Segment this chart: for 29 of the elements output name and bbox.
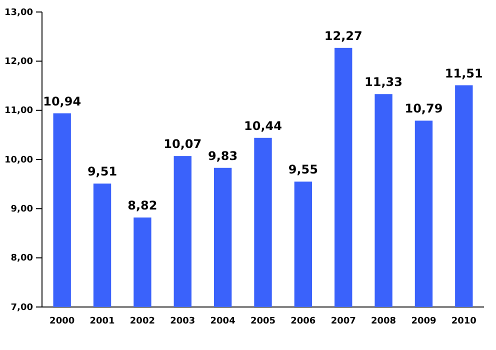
x-tick-label: 2005 <box>250 316 276 326</box>
data-label: 10,44 <box>244 118 282 133</box>
data-label: 11,33 <box>364 75 403 90</box>
data-label: 8,82 <box>128 198 158 213</box>
data-label: 9,55 <box>288 162 318 177</box>
data-label: 10,07 <box>164 137 202 152</box>
x-tick-label: 2007 <box>330 316 356 326</box>
y-tick-label: 7,00 <box>10 302 33 313</box>
x-tick-label: 2010 <box>451 316 476 326</box>
data-label: 9,83 <box>208 148 238 163</box>
data-label: 9,51 <box>87 164 118 179</box>
data-label: 10,94 <box>43 94 82 108</box>
data-label: 11,51 <box>444 66 483 80</box>
y-tick-label: 12,00 <box>4 57 33 68</box>
y-tick-label: 11,00 <box>4 106 33 116</box>
x-tick-label: 2001 <box>90 316 115 326</box>
y-tick-label: 13,00 <box>4 8 33 18</box>
x-tick-label: 2003 <box>170 316 196 326</box>
data-label: 10,79 <box>404 102 443 116</box>
x-tick-label: 2008 <box>371 316 396 326</box>
x-tick-label: 2004 <box>210 316 236 326</box>
y-tick-label: 10,00 <box>4 155 33 166</box>
data-label: 12,27 <box>324 28 362 43</box>
x-tick-label: 2000 <box>50 316 75 326</box>
x-tick-label: 2002 <box>130 316 155 326</box>
y-tick-label: 9,00 <box>10 204 33 215</box>
x-tick-label: 2009 <box>411 316 436 326</box>
y-tick-label: 8,00 <box>10 254 33 264</box>
x-tick-label: 2006 <box>290 316 316 326</box>
